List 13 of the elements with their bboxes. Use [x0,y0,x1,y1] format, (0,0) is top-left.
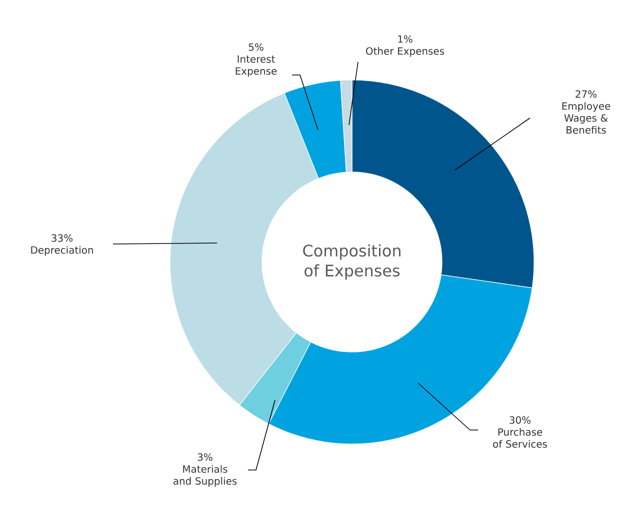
slice-label: Interest Expense [236,55,277,77]
data-label: 1% [398,35,412,43]
slice-label: Purchase of Services [493,428,547,448]
slice-label: Other Expenses [366,47,444,57]
data-label: 33% [52,234,73,242]
data-label: 3% [198,453,212,461]
slice-label: Employee Wages & Benefits [562,102,610,134]
text: Composition of Expenses [303,244,400,280]
data-label: 5% [248,43,264,51]
slice-label: Materials and Supplies [173,465,237,487]
data-label: 27% [576,90,597,98]
slice-label: Depreciation [31,246,93,256]
data-label: 30% [510,416,531,424]
